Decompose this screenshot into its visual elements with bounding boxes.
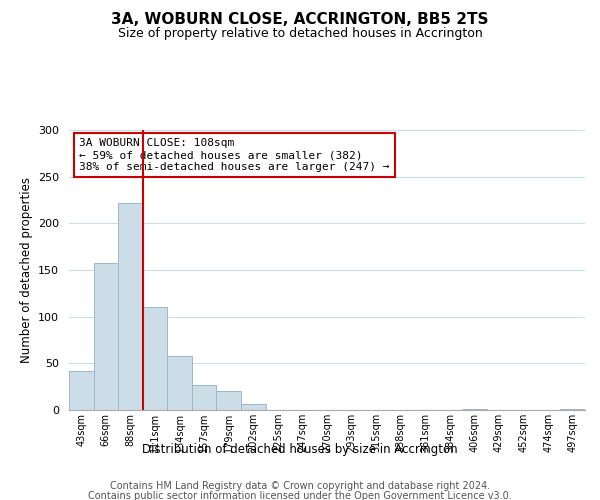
Bar: [462, 409, 487, 410]
Text: 3A WOBURN CLOSE: 108sqm
← 59% of detached houses are smaller (382)
38% of semi-d: 3A WOBURN CLOSE: 108sqm ← 59% of detache…: [79, 138, 390, 172]
Bar: [560, 409, 585, 410]
Bar: [167, 356, 192, 410]
Text: Size of property relative to detached houses in Accrington: Size of property relative to detached ho…: [118, 28, 482, 40]
Bar: [217, 392, 241, 410]
Bar: [118, 203, 143, 410]
Text: Contains HM Land Registry data © Crown copyright and database right 2024.: Contains HM Land Registry data © Crown c…: [110, 481, 490, 491]
Bar: [94, 264, 118, 410]
Bar: [241, 404, 266, 410]
Text: Contains public sector information licensed under the Open Government Licence v3: Contains public sector information licen…: [88, 491, 512, 500]
Text: 3A, WOBURN CLOSE, ACCRINGTON, BB5 2TS: 3A, WOBURN CLOSE, ACCRINGTON, BB5 2TS: [111, 12, 489, 28]
Bar: [69, 371, 94, 410]
Text: Distribution of detached houses by size in Accrington: Distribution of detached houses by size …: [142, 442, 458, 456]
Y-axis label: Number of detached properties: Number of detached properties: [20, 177, 32, 363]
Bar: [192, 385, 217, 410]
Bar: [143, 308, 167, 410]
